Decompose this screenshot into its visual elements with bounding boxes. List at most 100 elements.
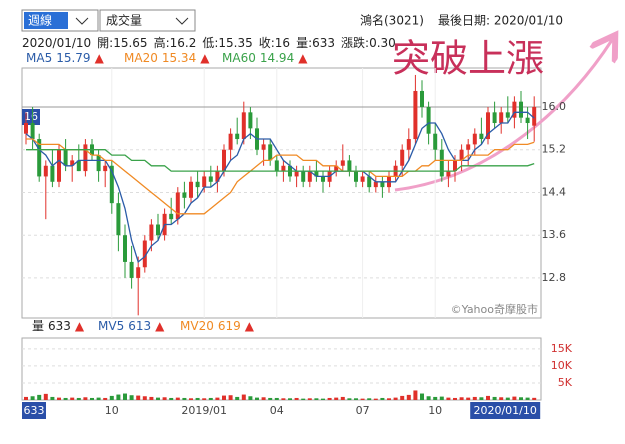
volume-bar	[268, 397, 273, 400]
candle-body	[43, 165, 48, 177]
volume-bar	[459, 397, 464, 400]
candle-body	[334, 165, 339, 172]
volume-bar	[525, 397, 530, 400]
candle-body	[241, 112, 246, 140]
volume-bar	[195, 397, 200, 400]
volume-bar	[261, 397, 266, 400]
volume-bar	[83, 397, 88, 400]
candle-body	[505, 112, 510, 118]
volume-bar	[380, 397, 385, 400]
volume-bar	[387, 398, 391, 400]
moving-average-line	[25, 111, 535, 264]
candle-body	[321, 176, 325, 182]
candle-body	[512, 101, 517, 118]
candle-body	[420, 90, 424, 107]
volume-bar	[413, 390, 418, 400]
candle-body	[354, 171, 358, 182]
volume-bar	[400, 395, 405, 400]
candle-body	[406, 139, 411, 150]
period-text: 週線	[28, 13, 52, 28]
quote-line: 2020/01/10 開:15.65 高:16.2 低:15.35 收:16 量:633 漲…	[22, 35, 396, 50]
candle-body	[149, 224, 154, 241]
volume-bar	[512, 396, 517, 400]
moving-average-line	[26, 149, 535, 172]
indicator-arrow	[175, 17, 189, 25]
x-tick-label: 04	[270, 404, 284, 417]
text-part: ▲	[245, 319, 255, 333]
volume-bar	[486, 395, 490, 400]
candle-body	[202, 176, 207, 188]
volume-bar	[314, 398, 319, 400]
date-tag	[470, 402, 541, 419]
volume-bar	[492, 396, 497, 400]
volume-bar	[505, 397, 510, 400]
text-part: MA20	[124, 51, 158, 65]
volume-bar	[142, 396, 147, 400]
volume-bar	[182, 397, 187, 400]
x-tick-label: 2019/01	[181, 404, 227, 417]
volume-legend: MV20 619 ▲	[180, 319, 255, 333]
candle-body	[426, 106, 431, 134]
candle-body	[208, 176, 213, 182]
candle-body	[136, 267, 141, 278]
volume-bar	[406, 394, 411, 400]
volume-bar	[123, 393, 127, 400]
candle-body	[235, 133, 240, 140]
y-tick-label: 15.2	[542, 143, 567, 156]
candle-body	[169, 213, 174, 220]
candle-body	[314, 171, 319, 177]
last-date: 最後日期: 2020/01/10	[438, 14, 563, 28]
candle-body	[57, 149, 61, 182]
volume-bar	[43, 393, 48, 400]
text-part: MV5	[98, 319, 124, 333]
candle-body	[380, 181, 385, 188]
volume-bar	[30, 396, 35, 400]
volume-bar	[433, 396, 438, 400]
candle-body	[30, 123, 35, 140]
price-plot-frame	[21, 67, 542, 319]
candle-body	[103, 165, 108, 172]
volume-bar	[248, 396, 253, 400]
candle-body	[340, 160, 345, 166]
volume-bar	[156, 397, 160, 400]
candle-body	[123, 235, 127, 262]
candle-body	[248, 112, 253, 129]
y-tick-label: 16.0	[542, 100, 567, 113]
candle-body	[261, 144, 266, 150]
text-part: 613	[128, 319, 151, 333]
volume-bar	[24, 396, 28, 400]
y-tick-label: 10K	[551, 359, 573, 372]
volume-bar	[472, 396, 477, 400]
text-part: 低:15.35	[202, 36, 252, 50]
candle-body	[156, 224, 160, 236]
candle-body	[294, 171, 299, 177]
candle-body	[215, 171, 220, 182]
legend-entry: MA20 15.34 ▲	[124, 51, 210, 65]
candle-body	[195, 181, 200, 188]
candle-body	[459, 149, 464, 161]
indicator-select[interactable]	[99, 9, 196, 32]
candle-body	[222, 149, 226, 172]
volume-bar	[169, 397, 174, 400]
candle-body	[479, 133, 484, 140]
text-part: 開:15.65	[97, 36, 147, 50]
volume-bar	[288, 398, 292, 400]
volume-bar	[241, 394, 246, 400]
candle-body	[37, 139, 42, 177]
candle-body	[83, 144, 88, 172]
text-part: MA5	[26, 51, 52, 65]
candle-body	[472, 133, 477, 145]
volume-bar	[420, 393, 424, 400]
candle-body	[268, 144, 273, 161]
annotation: 突破上漲	[392, 37, 544, 81]
volume-bar	[466, 397, 471, 400]
x-tick-label: 2020/01/10	[473, 404, 536, 417]
volume-bar	[215, 397, 220, 400]
text-part: 高:16.2	[154, 35, 197, 50]
watermark: ©Yahoo奇摩股市	[451, 302, 538, 316]
candle-body	[129, 261, 134, 278]
volume-bar	[129, 395, 134, 400]
candle-body	[360, 176, 365, 182]
candle-body	[274, 160, 279, 172]
